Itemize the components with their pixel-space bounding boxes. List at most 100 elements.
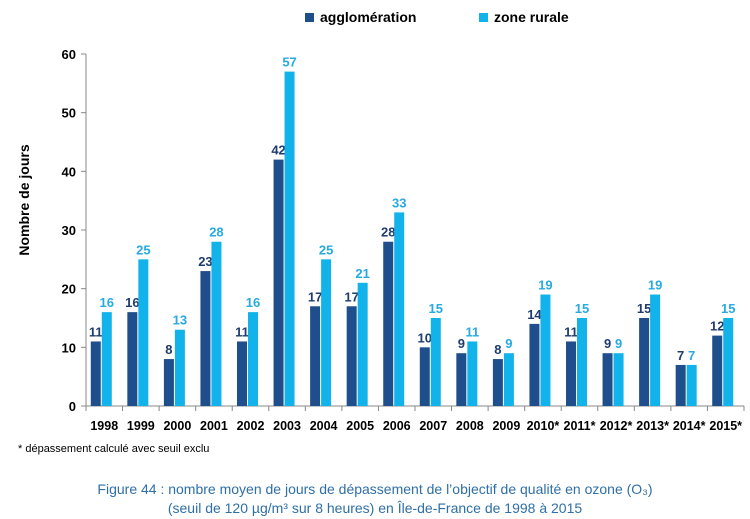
data-label-agglomeration: 11 (235, 324, 249, 339)
bar-agglomeration (200, 271, 211, 406)
bar-agglomeration (639, 318, 650, 406)
bar-agglomeration (163, 359, 174, 406)
x-tick-label: 2006 (383, 419, 411, 433)
y-tick-label: 40 (62, 164, 76, 179)
bar-zone-rurale (613, 353, 624, 406)
data-label-zone-rurale: 16 (100, 295, 114, 310)
bar-zone-rurale (540, 294, 551, 406)
y-tick-label: 0 (69, 399, 76, 414)
bar-agglomeration (127, 312, 138, 406)
bar-zone-rurale (394, 212, 405, 406)
bar-zone-rurale (686, 364, 697, 406)
bar-zone-rurale (321, 259, 332, 406)
bar-agglomeration (712, 335, 723, 406)
data-label-zone-rurale: 11 (465, 324, 479, 339)
data-label-agglomeration: 7 (677, 348, 684, 363)
x-tick-label: 2013* (636, 419, 669, 433)
x-tick-label: 2004 (310, 419, 338, 433)
caption-line-2: (seuil de 120 µg/m³ sur 8 heures) en Île… (167, 500, 583, 516)
data-label-agglomeration: 28 (381, 225, 395, 240)
bar-zone-rurale (467, 341, 478, 406)
data-label-agglomeration: 11 (564, 324, 578, 339)
bar-zone-rurale (357, 282, 368, 406)
data-label-zone-rurale: 21 (355, 266, 369, 281)
bar-agglomeration (675, 364, 686, 406)
data-label-zone-rurale: 15 (575, 301, 589, 316)
data-label-zone-rurale: 9 (505, 336, 512, 351)
data-label-zone-rurale: 25 (319, 242, 333, 257)
data-label-agglomeration: 17 (344, 289, 358, 304)
data-label-zone-rurale: 15 (721, 301, 735, 316)
x-tick-label: 2002 (237, 419, 265, 433)
bar-agglomeration (456, 353, 467, 406)
bar-agglomeration (529, 323, 540, 406)
data-label-zone-rurale: 25 (136, 242, 150, 257)
legend: agglomération zone rurale (0, 9, 750, 29)
bar-agglomeration (273, 159, 284, 406)
y-tick-label: 30 (62, 223, 76, 238)
bar-agglomeration (419, 347, 430, 406)
bar-zone-rurale (650, 294, 661, 406)
data-label-zone-rurale: 28 (209, 225, 223, 240)
x-tick-label: 1998 (90, 419, 118, 433)
x-tick-label: 2001 (200, 419, 228, 433)
legend-item-agglomeration: agglomération (305, 9, 416, 25)
x-tick-label: 2005 (346, 419, 374, 433)
data-label-agglomeration: 17 (308, 289, 322, 304)
caption-line-1: Figure 44 : nombre moyen de jours de dép… (97, 481, 653, 497)
bar-agglomeration (310, 306, 321, 406)
data-label-zone-rurale: 13 (173, 313, 187, 328)
data-label-agglomeration: 14 (527, 307, 542, 322)
legend-swatch-zone-rurale (479, 12, 488, 22)
data-label-agglomeration: 8 (494, 342, 501, 357)
data-label-zone-rurale: 19 (648, 278, 662, 293)
data-label-agglomeration: 9 (604, 336, 611, 351)
bar-zone-rurale (138, 259, 149, 406)
y-tick-label: 20 (62, 282, 76, 297)
footnote: * dépassement calculé avec seuil exclu (18, 443, 210, 455)
bar-zone-rurale (101, 312, 112, 406)
x-tick-label: 2010* (527, 419, 560, 433)
legend-swatch-agglomeration (305, 12, 314, 22)
legend-label-zone-rurale: zone rurale (494, 9, 569, 25)
data-label-zone-rurale: 57 (282, 55, 296, 70)
bar-agglomeration (566, 341, 576, 406)
data-label-agglomeration: 8 (165, 342, 172, 357)
data-label-agglomeration: 10 (418, 330, 432, 345)
x-tick-label: 2015* (709, 419, 742, 433)
x-tick-label: 2011* (564, 419, 596, 433)
x-tick-label: 2012* (600, 419, 633, 433)
data-label-zone-rurale: 33 (392, 195, 406, 210)
bar-zone-rurale (174, 329, 185, 406)
x-tick-label: 2014* (673, 419, 706, 433)
data-label-agglomeration: 9 (458, 336, 465, 351)
bar-agglomeration (90, 341, 101, 406)
x-tick-label: 2007 (419, 419, 447, 433)
bar-agglomeration (346, 306, 357, 406)
data-label-zone-rurale: 9 (615, 336, 622, 351)
x-tick-label: 2009 (492, 419, 520, 433)
bar-zone-rurale (723, 318, 734, 406)
bar-chart: 0102030405060199811161999162520008132001… (62, 47, 745, 433)
x-tick-label: 1999 (127, 419, 155, 433)
data-label-zone-rurale: 15 (429, 301, 443, 316)
x-tick-label: 2008 (456, 419, 484, 433)
data-label-agglomeration: 16 (125, 295, 139, 310)
bar-zone-rurale (577, 318, 587, 406)
bar-agglomeration (602, 353, 613, 406)
data-label-zone-rurale: 7 (688, 348, 695, 363)
data-label-agglomeration: 23 (198, 254, 212, 269)
data-label-agglomeration: 11 (89, 324, 103, 339)
figure-caption: Figure 44 : nombre moyen de jours de dép… (0, 480, 750, 518)
bar-agglomeration (383, 241, 394, 406)
data-label-agglomeration: 42 (271, 143, 285, 158)
bar-agglomeration (237, 341, 247, 406)
data-label-agglomeration: 12 (710, 319, 724, 334)
data-label-zone-rurale: 19 (538, 278, 552, 293)
bar-zone-rurale (248, 312, 258, 406)
bar-agglomeration (492, 359, 503, 406)
data-label-agglomeration: 15 (637, 301, 651, 316)
x-tick-label: 2003 (273, 419, 301, 433)
y-tick-label: 50 (62, 106, 76, 121)
bar-zone-rurale (211, 241, 222, 406)
